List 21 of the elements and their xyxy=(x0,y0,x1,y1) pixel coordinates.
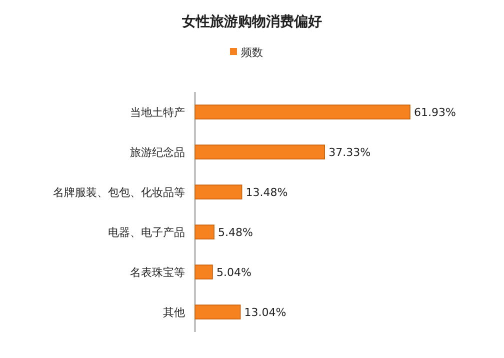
data-label: 5.04% xyxy=(216,266,252,279)
data-label: 13.48% xyxy=(246,186,288,199)
bar xyxy=(194,144,325,160)
y-tick-label: 名牌服装、包包、化妆品等 xyxy=(53,186,185,199)
legend: 频数 xyxy=(230,46,263,59)
data-label: 37.33% xyxy=(328,146,371,159)
bar xyxy=(194,264,213,280)
y-tick-label: 其他 xyxy=(163,306,185,319)
y-tick-label: 当地土特产 xyxy=(130,106,185,119)
data-label: 5.48% xyxy=(218,226,253,239)
bar xyxy=(194,224,214,240)
y-tick-label: 名表珠宝等 xyxy=(130,266,185,279)
data-label: 13.04% xyxy=(244,306,286,319)
bar xyxy=(194,184,242,200)
legend-label: 频数 xyxy=(241,46,263,59)
chart-title: 女性旅游购物消费偏好 xyxy=(181,14,322,30)
bar xyxy=(194,304,241,320)
bar xyxy=(194,104,410,120)
y-tick-label: 旅游纪念品 xyxy=(130,146,185,159)
y-tick-label: 电器、电子产品 xyxy=(108,226,185,239)
data-label: 61.93% xyxy=(414,106,456,119)
